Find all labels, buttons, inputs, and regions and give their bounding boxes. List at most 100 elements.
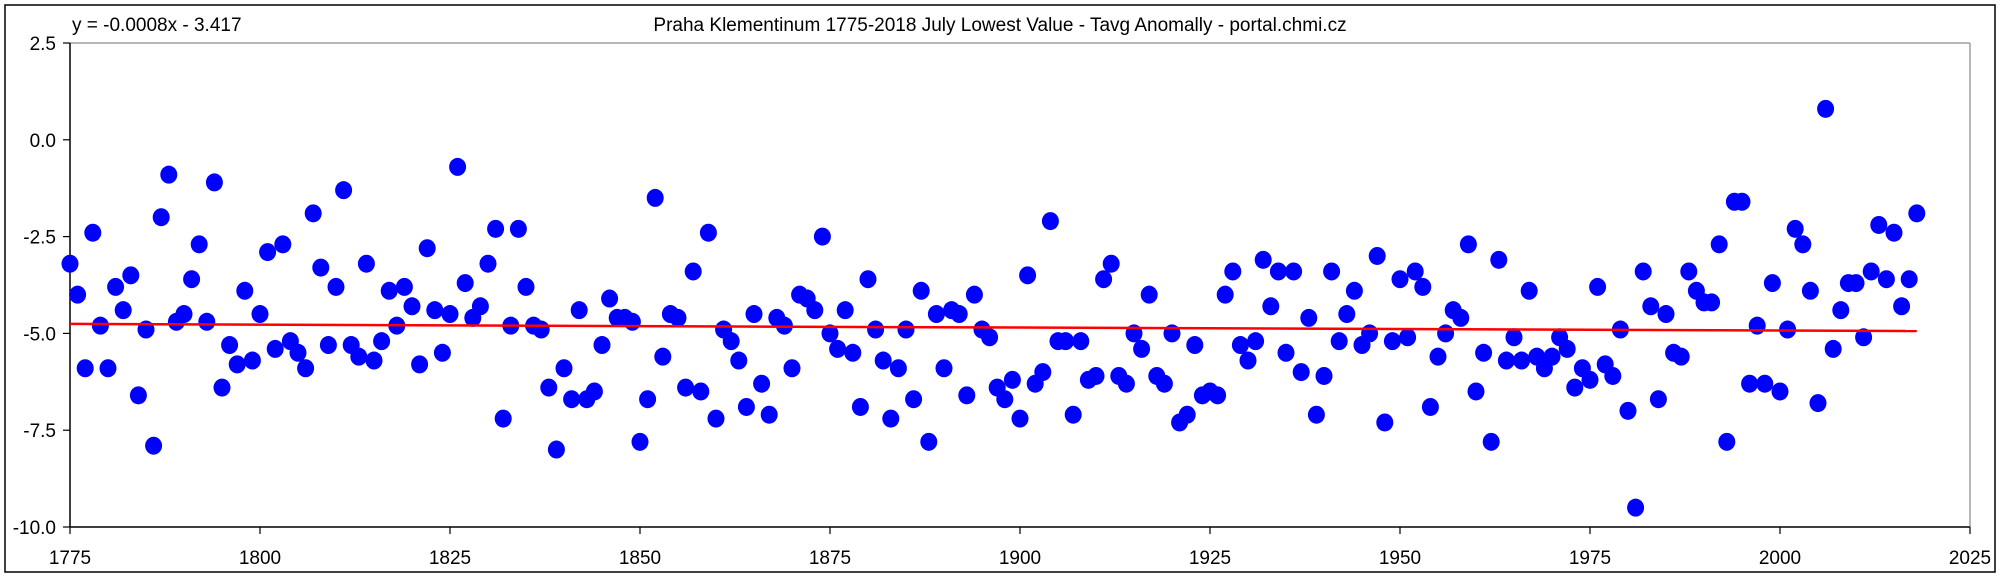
data-point xyxy=(1505,328,1523,347)
data-point xyxy=(1133,339,1151,358)
data-point xyxy=(1117,374,1135,393)
data-point xyxy=(456,274,474,293)
data-point xyxy=(418,239,436,258)
data-point xyxy=(1178,405,1196,424)
data-point xyxy=(1634,262,1652,281)
data-point xyxy=(889,359,907,378)
data-point xyxy=(1459,235,1477,254)
data-point xyxy=(357,254,375,273)
data-point xyxy=(1649,390,1667,409)
data-point xyxy=(730,351,748,370)
data-point xyxy=(1733,192,1751,211)
data-point xyxy=(654,347,672,366)
data-point xyxy=(380,281,398,300)
data-point xyxy=(1399,328,1417,347)
data-point xyxy=(677,378,695,397)
data-point xyxy=(1391,270,1409,289)
data-point xyxy=(1231,336,1249,355)
data-point xyxy=(243,351,261,370)
data-point xyxy=(555,359,573,378)
data-point xyxy=(1064,405,1082,424)
data-point xyxy=(851,397,869,416)
data-point xyxy=(540,378,558,397)
data-point xyxy=(289,343,307,362)
data-point xyxy=(1657,305,1675,324)
data-point xyxy=(129,386,147,405)
data-point xyxy=(912,281,930,300)
data-point xyxy=(373,332,391,351)
data-point xyxy=(471,297,489,316)
data-point xyxy=(1748,316,1766,335)
data-point xyxy=(1406,262,1424,281)
data-point xyxy=(1383,332,1401,351)
data-point xyxy=(1285,262,1303,281)
data-point xyxy=(1908,204,1926,223)
data-point xyxy=(1870,215,1888,234)
data-point xyxy=(1893,297,1911,316)
data-point xyxy=(669,308,687,327)
data-point xyxy=(905,390,923,409)
data-point xyxy=(1087,366,1105,385)
data-point xyxy=(1467,382,1485,401)
data-point xyxy=(190,235,208,254)
data-point xyxy=(441,305,459,324)
data-point xyxy=(813,227,831,246)
data-point xyxy=(1155,374,1173,393)
data-point xyxy=(1262,297,1280,316)
data-point xyxy=(145,436,163,455)
data-point xyxy=(829,339,847,358)
data-point xyxy=(1786,219,1804,238)
data-point xyxy=(411,355,429,374)
data-point xyxy=(1429,347,1447,366)
data-point xyxy=(1490,250,1508,269)
data-point xyxy=(122,266,140,285)
data-point xyxy=(1520,281,1538,300)
data-point xyxy=(365,351,383,370)
data-point xyxy=(1566,378,1584,397)
data-point xyxy=(1513,351,1531,370)
data-point xyxy=(76,359,94,378)
data-point xyxy=(1710,235,1728,254)
data-point xyxy=(449,157,467,176)
data-point xyxy=(699,223,717,242)
data-point xyxy=(1345,281,1363,300)
data-point xyxy=(950,305,968,324)
data-point xyxy=(1794,235,1812,254)
data-point xyxy=(844,343,862,362)
data-point xyxy=(61,254,79,273)
data-point xyxy=(198,312,216,331)
x-tick-label: 1925 xyxy=(1189,548,1231,569)
data-point xyxy=(1315,366,1333,385)
chart-title: Praha Klementinum 1775-2018 July Lowest … xyxy=(653,15,1346,36)
data-point xyxy=(958,386,976,405)
data-point xyxy=(1209,386,1227,405)
data-point xyxy=(722,332,740,351)
data-point xyxy=(882,409,900,428)
data-point xyxy=(646,188,664,207)
data-point xyxy=(806,301,824,320)
data-point xyxy=(981,328,999,347)
data-point xyxy=(1437,324,1455,343)
data-point xyxy=(395,277,413,296)
data-point xyxy=(547,440,565,459)
data-point xyxy=(623,312,641,331)
data-point xyxy=(1604,366,1622,385)
data-point xyxy=(304,204,322,223)
data-point xyxy=(274,235,292,254)
data-point xyxy=(160,165,178,184)
data-point xyxy=(1300,308,1318,327)
x-tick-label: 2025 xyxy=(1949,548,1991,569)
data-point xyxy=(114,301,132,320)
data-point xyxy=(479,254,497,273)
data-point xyxy=(1376,413,1394,432)
data-point xyxy=(1057,332,1075,351)
x-tick-label: 1775 xyxy=(49,548,91,569)
x-tick-label: 1900 xyxy=(999,548,1041,569)
data-point xyxy=(1421,397,1439,416)
data-point xyxy=(563,390,581,409)
data-point xyxy=(1323,262,1341,281)
data-point xyxy=(1627,498,1645,517)
data-point xyxy=(350,347,368,366)
y-tick-label: 2.5 xyxy=(30,34,56,55)
